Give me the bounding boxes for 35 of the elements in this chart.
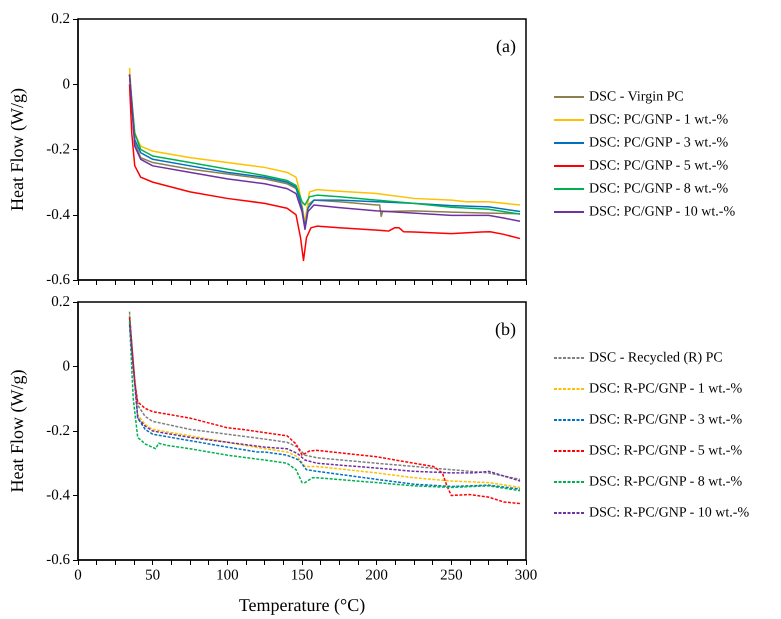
y-tick-label: -0.4 [46,206,70,223]
line-series [128,84,521,262]
annotation: (b) [495,319,516,339]
legend-label: DSC: PC/GNP - 5 wt.-% [589,158,728,174]
x-tick-label: 100 [216,568,239,584]
x-tick-label: 200 [365,568,388,584]
y-tick-label: 0.2 [51,294,70,310]
y-axis-title: Heat Flow (W/g) [7,370,27,492]
x-tick-label: 150 [290,568,314,584]
x-tick-label: 50 [145,568,160,584]
legend-label: DSC: PC/GNP - 10 wt.-% [589,204,736,220]
x-tick-label: 250 [440,568,463,584]
y-tick-label: -0.6 [46,552,70,568]
legend-label: DSC - Recycled (R) PC [589,350,723,366]
y-axis-title: Heat Flow (W/g) [7,88,27,211]
y-tick-label: 0 [62,358,70,374]
legend-label: DSC: PC/GNP - 3 wt.-% [589,136,728,150]
y-tick-label: -0.2 [46,142,70,158]
legend-label: DSC - Virgin PC [589,90,684,104]
legend-label: DSC: R-PC/GNP - 1 wt.-% [589,382,742,396]
annotation: (a) [496,36,516,56]
x-tick-label: 0 [74,568,82,584]
y-tick-label: 0 [62,76,70,92]
legend-label: DSC: PC/GNP - 8 wt.-% [589,182,728,196]
legend-label: DSC: R-PC/GNP - 3 wt.-% [589,412,742,428]
legend-label: DSC: R-PC/GNP - 8 wt.-% [589,474,742,490]
x-tick-label: 300 [514,568,538,584]
y-tick-label: -0.4 [46,488,70,504]
legend-label: DSC: R-PC/GNP - 10 wt.-% [589,506,750,520]
y-tick-label: 0.2 [51,11,70,27]
x-axis-title: Temperature (°C) [238,595,366,615]
legend-label: DSC: R-PC/GNP - 5 wt.-% [589,444,742,458]
y-tick-label: -0.2 [46,423,70,439]
legend-label: DSC: PC/GNP - 1 wt.-% [589,112,728,128]
y-tick-label: -0.6 [46,272,70,288]
